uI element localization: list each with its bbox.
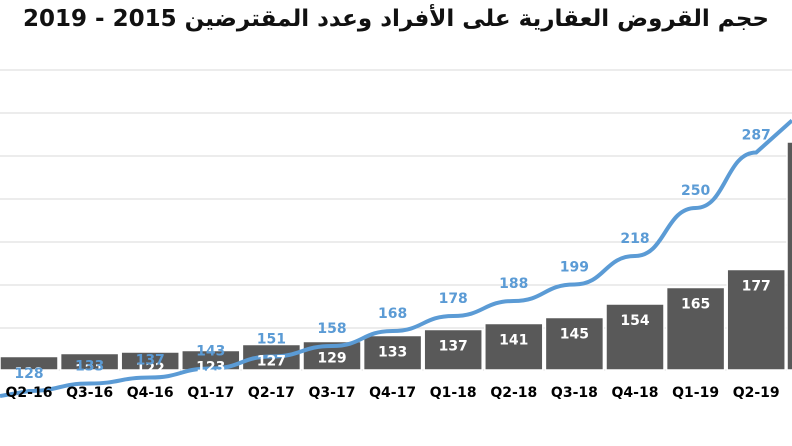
line-value-label: 151 <box>257 332 286 348</box>
x-tick-label: Q4-18 <box>612 385 659 401</box>
bar-value-label: 177 <box>742 279 771 295</box>
x-tick-label: Q2-17 <box>248 385 295 401</box>
x-tick-label: Q2-19 <box>733 385 780 401</box>
line-series <box>0 119 792 398</box>
x-tick-label: Q4-16 <box>127 385 174 401</box>
bar-value-label: 137 <box>439 339 468 355</box>
bar-value-label: 133 <box>378 345 407 361</box>
bar-series <box>0 141 792 371</box>
line-value-label: 128 <box>14 366 43 382</box>
bar-value-label: 154 <box>620 313 649 329</box>
line-value-label: 158 <box>317 321 346 337</box>
bar-value-label: 122 <box>136 361 165 377</box>
bar-offscreen-edge <box>786 141 792 371</box>
x-tick-label: Q3-17 <box>309 385 356 401</box>
bar-value-label: 121 <box>75 363 104 379</box>
bar-Q1-18 <box>423 328 483 371</box>
bar-Q2-18 <box>484 322 544 371</box>
x-tick-label: Q1-17 <box>187 385 234 401</box>
line-value-label: 287 <box>742 128 771 144</box>
bar-Q3-18 <box>544 316 605 371</box>
bar-Q1-19 <box>665 286 726 371</box>
x-tick-label: Q4-17 <box>369 385 416 401</box>
bar-Q4-17 <box>362 334 423 371</box>
x-tick-label: Q2-18 <box>490 385 537 401</box>
bar-Q3-16 <box>59 352 120 371</box>
bar-Q2-16 <box>0 355 59 371</box>
bar-value-label: 123 <box>196 360 225 376</box>
line-value-label: 168 <box>378 306 407 322</box>
line-value-label: 250 <box>681 183 710 199</box>
line-value-label: 178 <box>439 291 468 307</box>
x-tick-label: Q2-16 <box>6 385 53 401</box>
bar-value-label: 127 <box>257 354 286 370</box>
bar-Q4-16 <box>120 351 180 371</box>
bar-value-label: 129 <box>317 351 346 367</box>
line-value-label: 188 <box>499 276 528 292</box>
x-tick-label: Q1-19 <box>672 385 719 401</box>
bar-value-label: 145 <box>560 327 589 343</box>
borrowers-line <box>0 119 792 398</box>
bar-Q4-18 <box>605 303 665 371</box>
x-tick-label: Q1-18 <box>430 385 477 401</box>
line-value-label: 137 <box>136 353 165 369</box>
x-axis-ticks: Q2-16 Q3-16 Q4-16 Q1-17 Q2-17 Q3-17 Q4-17 Q1-18… <box>6 385 780 401</box>
x-tick-label: Q3-18 <box>551 385 598 401</box>
bar-value-label: 165 <box>681 297 710 313</box>
data-labels: 119 121 122 123 127 129 133 137 141 145 154 165 177 1… <box>14 128 770 383</box>
x-tick-label: Q3-16 <box>66 385 113 401</box>
line-value-label: 218 <box>620 231 649 247</box>
chart-title: حجم القروض العقارية على الأفراد وعدد الم… <box>22 6 769 32</box>
line-value-label: 199 <box>560 260 589 276</box>
line-value-label: 143 <box>196 344 225 360</box>
bar-value-label: 119 <box>14 366 43 382</box>
bar-Q2-19 <box>726 268 786 371</box>
line-value-label: 133 <box>75 359 104 375</box>
bar-value-label: 141 <box>499 333 528 349</box>
